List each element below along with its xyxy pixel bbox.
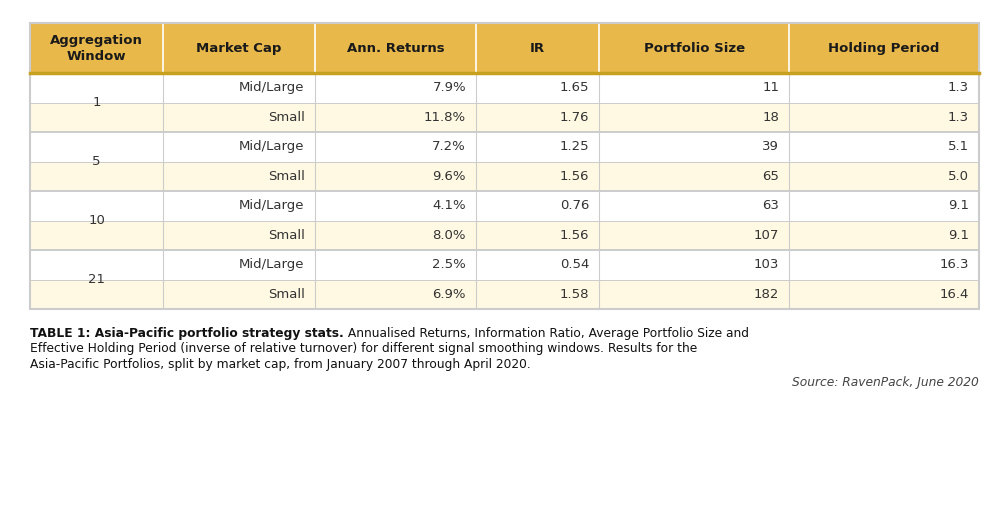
Text: 7.9%: 7.9% <box>432 81 465 95</box>
Text: 11: 11 <box>761 81 778 95</box>
Text: 0.54: 0.54 <box>560 259 589 271</box>
Text: 2.5%: 2.5% <box>432 259 465 271</box>
Text: 5.0: 5.0 <box>947 170 968 183</box>
Text: 8.0%: 8.0% <box>432 229 465 242</box>
Bar <box>30 161 978 191</box>
Text: 4.1%: 4.1% <box>432 199 465 213</box>
Text: 1.58: 1.58 <box>560 288 589 301</box>
Text: 103: 103 <box>753 259 778 271</box>
Text: 10: 10 <box>88 214 105 227</box>
Text: 16.4: 16.4 <box>939 288 968 301</box>
Text: 16.3: 16.3 <box>939 259 968 271</box>
Text: Asia-Pacific Portfolios, split by market cap, from January 2007 through April 20: Asia-Pacific Portfolios, split by market… <box>30 358 531 370</box>
Text: 63: 63 <box>761 199 778 213</box>
Bar <box>30 73 978 103</box>
Text: 5.1: 5.1 <box>947 141 968 153</box>
Text: 107: 107 <box>753 229 778 242</box>
Text: Portfolio Size: Portfolio Size <box>643 41 744 55</box>
Text: 1.65: 1.65 <box>560 81 589 95</box>
Text: Mid/Large: Mid/Large <box>239 141 305 153</box>
Bar <box>30 250 978 280</box>
Text: Mid/Large: Mid/Large <box>239 81 305 95</box>
Text: Market Cap: Market Cap <box>196 41 281 55</box>
Text: 7.2%: 7.2% <box>432 141 465 153</box>
Text: 39: 39 <box>761 141 778 153</box>
Text: 1.3: 1.3 <box>947 81 968 95</box>
Text: 1.76: 1.76 <box>560 111 589 124</box>
Bar <box>30 191 978 221</box>
Text: Small: Small <box>268 170 305 183</box>
Text: Mid/Large: Mid/Large <box>239 259 305 271</box>
Text: Source: RavenPack, June 2020: Source: RavenPack, June 2020 <box>791 376 978 389</box>
Bar <box>30 280 978 309</box>
Text: TABLE 1: Asia-Pacific portfolio strategy stats.: TABLE 1: Asia-Pacific portfolio strategy… <box>30 327 344 340</box>
Text: 1.56: 1.56 <box>560 229 589 242</box>
Text: 9.1: 9.1 <box>947 199 968 213</box>
Text: 1.25: 1.25 <box>559 141 589 153</box>
Text: 18: 18 <box>761 111 778 124</box>
Text: Effective Holding Period (inverse of relative turnover) for different signal smo: Effective Holding Period (inverse of rel… <box>30 342 697 355</box>
Bar <box>30 23 978 309</box>
Text: Ann. Returns: Ann. Returns <box>346 41 443 55</box>
Text: Small: Small <box>268 111 305 124</box>
Text: 11.8%: 11.8% <box>423 111 465 124</box>
Text: Holding Period: Holding Period <box>827 41 939 55</box>
Bar <box>30 221 978 250</box>
Text: Annualised Returns, Information Ratio, Average Portfolio Size and: Annualised Returns, Information Ratio, A… <box>344 327 748 340</box>
Text: 1.3: 1.3 <box>947 111 968 124</box>
Text: Small: Small <box>268 229 305 242</box>
Bar <box>30 103 978 132</box>
Text: 6.9%: 6.9% <box>432 288 465 301</box>
Bar <box>30 132 978 161</box>
Text: IR: IR <box>530 41 545 55</box>
Text: 9.1: 9.1 <box>947 229 968 242</box>
Text: 21: 21 <box>88 273 105 286</box>
Text: 5: 5 <box>92 155 100 168</box>
Bar <box>30 23 978 73</box>
Text: 0.76: 0.76 <box>560 199 589 213</box>
Text: 1.56: 1.56 <box>560 170 589 183</box>
Text: 65: 65 <box>761 170 778 183</box>
Text: Mid/Large: Mid/Large <box>239 199 305 213</box>
Text: Small: Small <box>268 288 305 301</box>
Text: 9.6%: 9.6% <box>432 170 465 183</box>
Text: 1: 1 <box>92 96 100 109</box>
Text: Aggregation
Window: Aggregation Window <box>50 34 142 62</box>
Text: 182: 182 <box>753 288 778 301</box>
